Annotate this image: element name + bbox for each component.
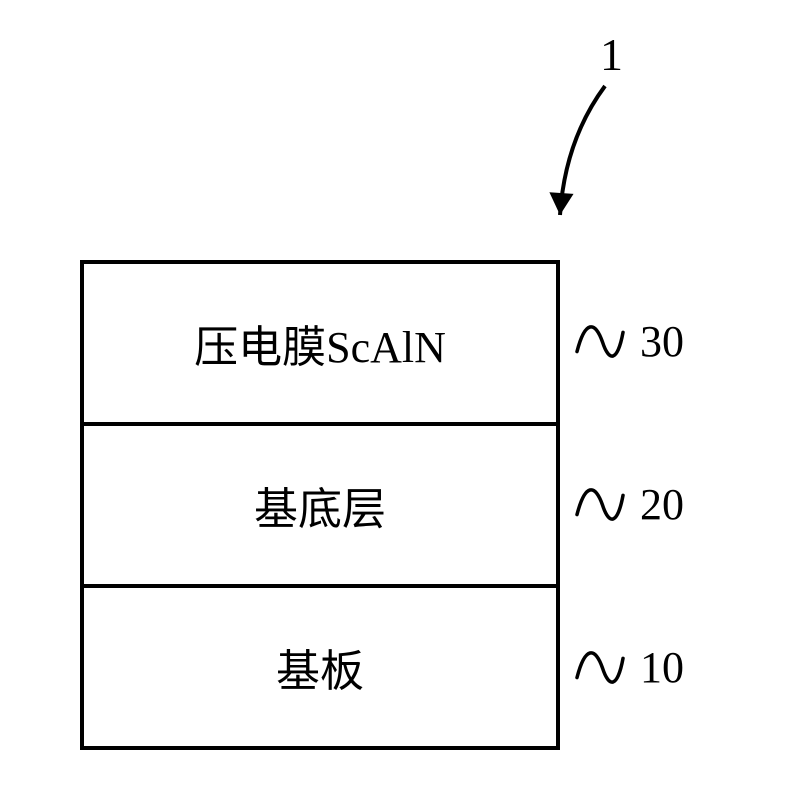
label-20: 20 — [640, 479, 684, 530]
label-30: 30 — [640, 316, 684, 367]
layer-20: 基底层 — [84, 426, 556, 588]
squiggle-10 — [575, 644, 625, 692]
layer-30-text: 压电膜ScAlN — [194, 311, 446, 375]
layer-20-text: 基底层 — [254, 473, 386, 537]
label-10: 10 — [640, 642, 684, 693]
layer-30: 压电膜ScAlN — [84, 264, 556, 426]
label-30-text: 30 — [640, 317, 684, 366]
layer-stack: 压电膜ScAlN 基底层 基板 — [80, 260, 560, 750]
layer-10-text: 基板 — [276, 635, 364, 699]
label-10-text: 10 — [640, 643, 684, 692]
squiggle-30 — [575, 318, 625, 366]
squiggle-20 — [575, 481, 625, 529]
diagram-canvas: 1 压电膜ScAlN 基底层 基板 30 20 10 — [0, 0, 802, 812]
layer-10: 基板 — [84, 588, 556, 746]
arrow-head — [549, 192, 573, 215]
label-20-text: 20 — [640, 480, 684, 529]
